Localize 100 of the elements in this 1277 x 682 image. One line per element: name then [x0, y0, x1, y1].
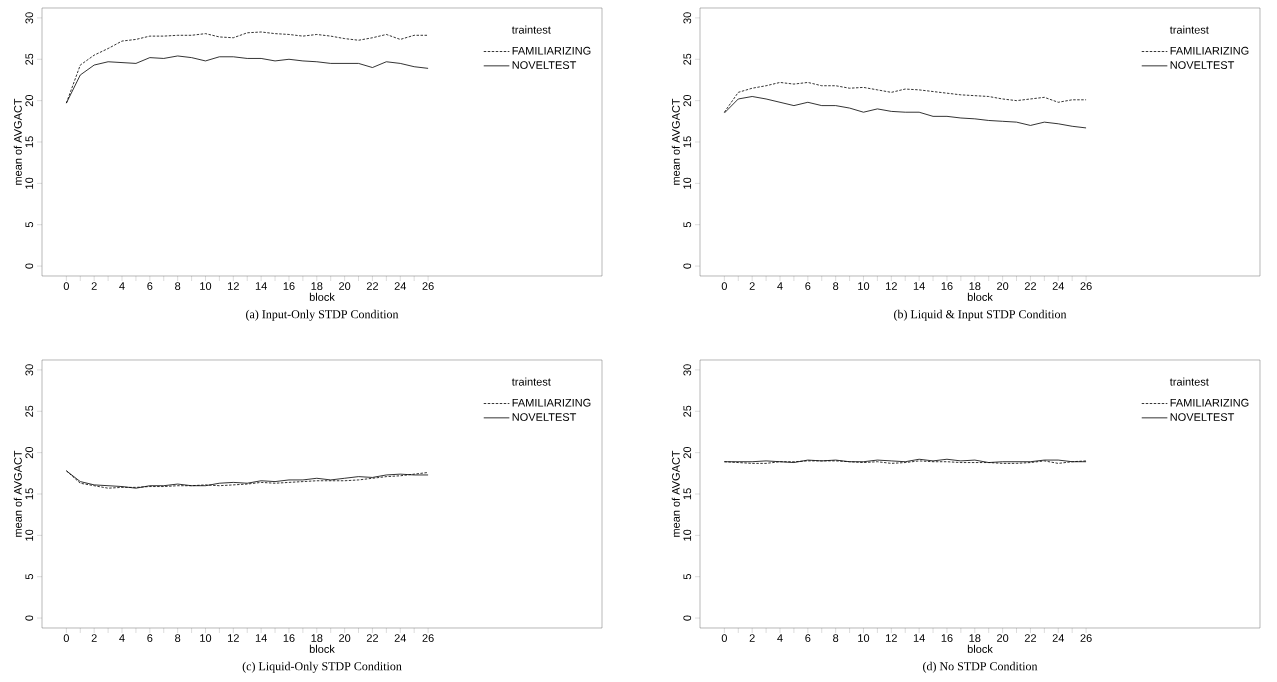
y-tick-label: 20 — [683, 446, 692, 459]
x-tick-label: 4 — [777, 282, 783, 290]
x-tick-label: 20 — [339, 634, 351, 642]
x-tick-label: 4 — [119, 634, 125, 642]
legend-title: traintest — [1169, 377, 1209, 386]
x-tick-label: 8 — [833, 634, 839, 642]
x-tick-label: 8 — [175, 282, 181, 290]
x-tick-label: 20 — [997, 282, 1009, 290]
legend-label: NOVELTEST — [1170, 61, 1235, 69]
legend-title: traintest — [511, 25, 551, 34]
x-tick-label: 6 — [805, 282, 811, 290]
text: (c) Liquid-Only STDP Condition — [242, 661, 402, 673]
y-tick-label: 0 — [25, 263, 34, 269]
x-tick-label: 10 — [200, 282, 212, 290]
x-axis-title: block — [967, 292, 993, 301]
y-tick-label: 30 — [25, 12, 34, 24]
x-tick-label: 8 — [833, 282, 839, 290]
x-tick-label: 18 — [311, 282, 323, 290]
y-tick-label: 0 — [683, 615, 692, 621]
y-tick-label: 30 — [683, 12, 692, 24]
legend-label: NOVELTEST — [512, 61, 577, 69]
x-tick-label: 10 — [858, 282, 870, 290]
x-tick-label: 16 — [941, 282, 953, 290]
legend-label: NOVELTEST — [512, 413, 577, 421]
y-tick-label: 25 — [25, 405, 34, 417]
y-tick-label: 20 — [25, 446, 34, 459]
x-tick-label: 0 — [721, 634, 727, 642]
y-tick-label: 10 — [25, 177, 34, 189]
y-tick-label: 15 — [25, 488, 34, 500]
text: (d) No STDP Condition — [923, 661, 1038, 673]
x-tick-label: 0 — [63, 634, 69, 642]
legend-label: FAMILIARIZING — [512, 46, 591, 55]
x-tick-label: 10 — [858, 634, 870, 642]
x-tick-label: 16 — [941, 634, 953, 642]
y-tick-label: 0 — [683, 263, 692, 269]
y-tick-label: 5 — [25, 574, 34, 580]
x-tick-label: 4 — [119, 282, 125, 290]
y-axis-title: mean of AVGACT — [13, 98, 22, 185]
y-tick-label: 25 — [683, 53, 692, 65]
x-tick-label: 14 — [255, 282, 267, 290]
x-tick-label: 0 — [63, 282, 69, 290]
y-tick-label: 5 — [683, 574, 692, 580]
legend-label: FAMILIARIZING — [512, 398, 591, 407]
text: (a) Input-Only STDP Condition — [246, 309, 399, 321]
x-tick-label: 24 — [394, 634, 407, 642]
x-tick-label: 22 — [1024, 282, 1036, 290]
x-tick-label: 22 — [366, 634, 379, 642]
y-tick-label: 25 — [683, 405, 692, 417]
x-tick-label: 24 — [394, 282, 407, 290]
y-tick-label: 20 — [683, 94, 692, 107]
x-tick-label: 6 — [147, 634, 153, 642]
y-axis-title: mean of AVGACT — [13, 450, 22, 537]
text: (b) Liquid & Input STDP Condition — [894, 309, 1067, 321]
x-tick-label: 6 — [147, 282, 153, 290]
x-tick-label: 18 — [969, 282, 981, 290]
x-tick-label: 26 — [1080, 282, 1092, 290]
y-tick-label: 30 — [683, 364, 692, 376]
x-tick-label: 24 — [1052, 282, 1065, 290]
y-tick-label: 5 — [683, 222, 692, 228]
y-tick-label: 20 — [25, 94, 34, 107]
y-tick-label: 15 — [683, 136, 692, 148]
x-tick-label: 4 — [777, 634, 783, 642]
x-axis-title: block — [309, 292, 335, 301]
x-tick-label: 16 — [283, 282, 295, 290]
y-tick-label: 10 — [683, 177, 692, 189]
x-tick-label: 12 — [886, 634, 897, 642]
x-tick-label: 18 — [311, 634, 323, 642]
y-axis-title: mean of AVGACT — [671, 98, 680, 185]
x-axis-title: block — [309, 644, 335, 653]
y-tick-label: 25 — [25, 53, 34, 65]
x-tick-label: 2 — [91, 282, 97, 290]
x-tick-label: 12 — [886, 282, 897, 290]
x-tick-label: 26 — [422, 282, 434, 290]
y-tick-label: 30 — [25, 364, 34, 376]
x-tick-label: 2 — [749, 634, 755, 642]
x-tick-label: 12 — [228, 634, 239, 642]
x-tick-label: 14 — [255, 634, 267, 642]
x-tick-label: 6 — [805, 634, 811, 642]
y-tick-label: 15 — [683, 488, 692, 500]
legend-title: traintest — [511, 377, 551, 386]
x-tick-label: 10 — [200, 634, 212, 642]
legend-title: traintest — [1169, 25, 1209, 34]
y-tick-label: 15 — [25, 136, 34, 148]
x-tick-label: 24 — [1052, 634, 1065, 642]
x-tick-label: 26 — [422, 634, 434, 642]
x-tick-label: 20 — [997, 634, 1009, 642]
x-tick-label: 12 — [228, 282, 239, 290]
y-tick-label: 0 — [25, 615, 34, 621]
x-tick-label: 14 — [913, 282, 925, 290]
x-axis-title: block — [967, 644, 993, 653]
x-tick-label: 18 — [969, 634, 981, 642]
y-axis-title: mean of AVGACT — [671, 450, 680, 537]
legend-label: FAMILIARIZING — [1170, 398, 1249, 407]
legend-label: NOVELTEST — [1170, 413, 1235, 421]
x-tick-label: 0 — [721, 282, 727, 290]
x-tick-label: 16 — [283, 634, 295, 642]
x-tick-label: 22 — [366, 282, 379, 290]
y-tick-label: 5 — [25, 222, 34, 228]
x-tick-label: 2 — [749, 282, 755, 290]
legend-label: FAMILIARIZING — [1170, 46, 1249, 55]
